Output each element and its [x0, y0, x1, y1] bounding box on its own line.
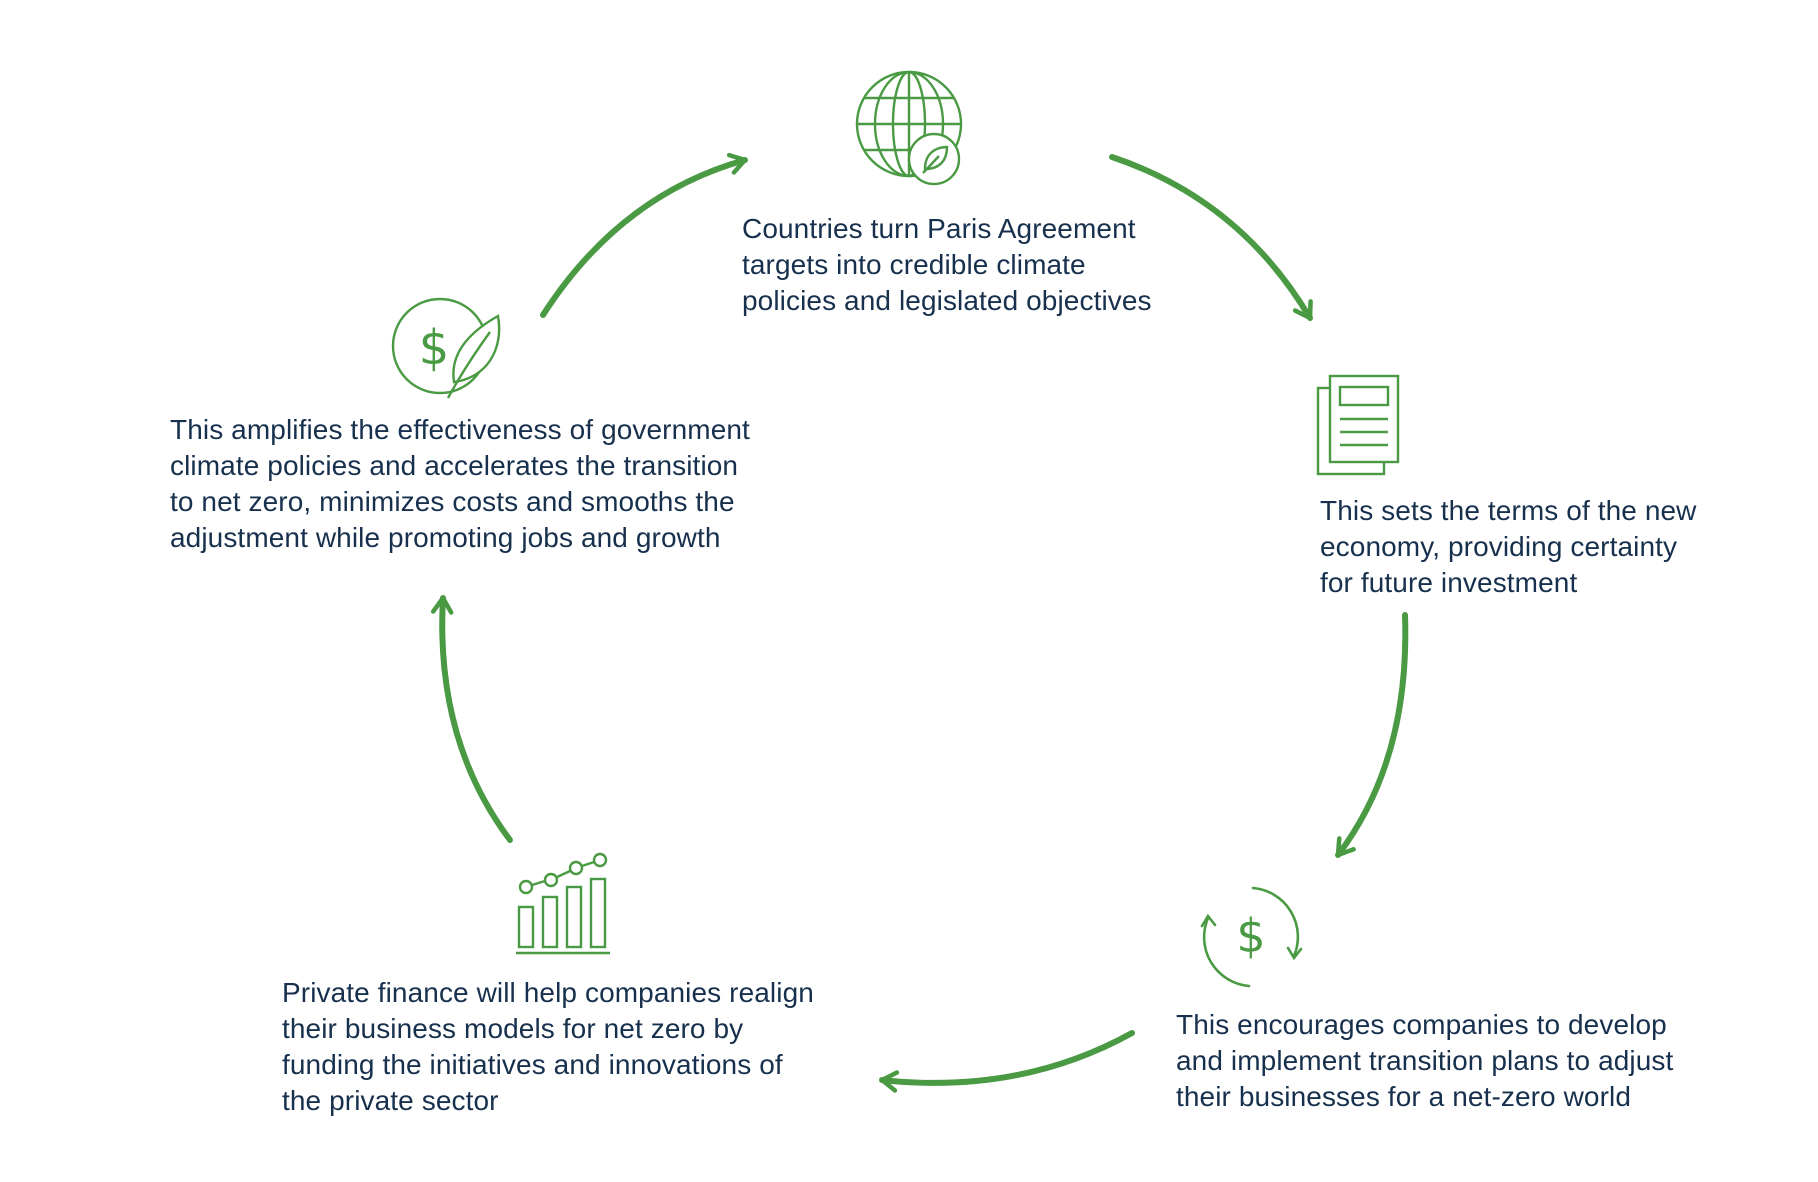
arrow-top-right	[1109, 154, 1313, 321]
step-1-line: Countries turn Paris Agreement	[742, 213, 1136, 244]
step-3-line: This encourages companies to develop	[1176, 1009, 1667, 1040]
svg-text:$: $	[419, 320, 450, 376]
step-4-text: Private finance will help companies real…	[282, 975, 814, 1119]
step-5-line: This amplifies the effectiveness of gove…	[170, 414, 750, 445]
step-2-line: This sets the terms of the new	[1320, 495, 1697, 526]
step-4-line: their business models for net zero by	[282, 1013, 744, 1044]
step-2-text: This sets the terms of the new economy, …	[1320, 493, 1697, 601]
step-3-text: This encourages companies to develop and…	[1176, 1007, 1673, 1115]
step-4-line: the private sector	[282, 1085, 499, 1116]
arrow-right	[1335, 612, 1409, 858]
growth-chart-icon	[514, 852, 612, 955]
step-3-line: and implement transition plans to adjust	[1176, 1045, 1674, 1076]
step-4-line: funding the initiatives and innovations …	[282, 1049, 783, 1080]
step-1-line: targets into credible climate	[742, 249, 1086, 280]
svg-text:$: $	[1236, 909, 1265, 963]
step-5-line: climate policies and accelerates the tra…	[170, 450, 739, 481]
dollar-leaf-icon: $	[390, 297, 502, 400]
document-icon	[1316, 374, 1402, 476]
globe-leaf-icon	[855, 70, 967, 188]
step-5-line: adjustment while promoting jobs and grow…	[170, 522, 721, 553]
step-2-line: economy, providing certainty	[1320, 531, 1678, 562]
step-2-line: for future investment	[1320, 567, 1578, 598]
step-3-line: their businesses for a net-zero world	[1176, 1081, 1632, 1112]
arrow-left	[430, 595, 513, 843]
step-1-line: policies and legislated objectives	[742, 285, 1152, 316]
step-1-text: Countries turn Paris Agreement targets i…	[742, 211, 1152, 319]
step-4-line: Private finance will help companies real…	[282, 977, 814, 1008]
step-5-text: This amplifies the effectiveness of gove…	[170, 412, 750, 556]
dollar-cycle-icon: $	[1198, 884, 1304, 990]
step-5-line: to net zero, minimizes costs and smooths…	[170, 486, 735, 517]
arrow-top-left	[540, 152, 748, 318]
arrow-bottom	[879, 1030, 1135, 1093]
